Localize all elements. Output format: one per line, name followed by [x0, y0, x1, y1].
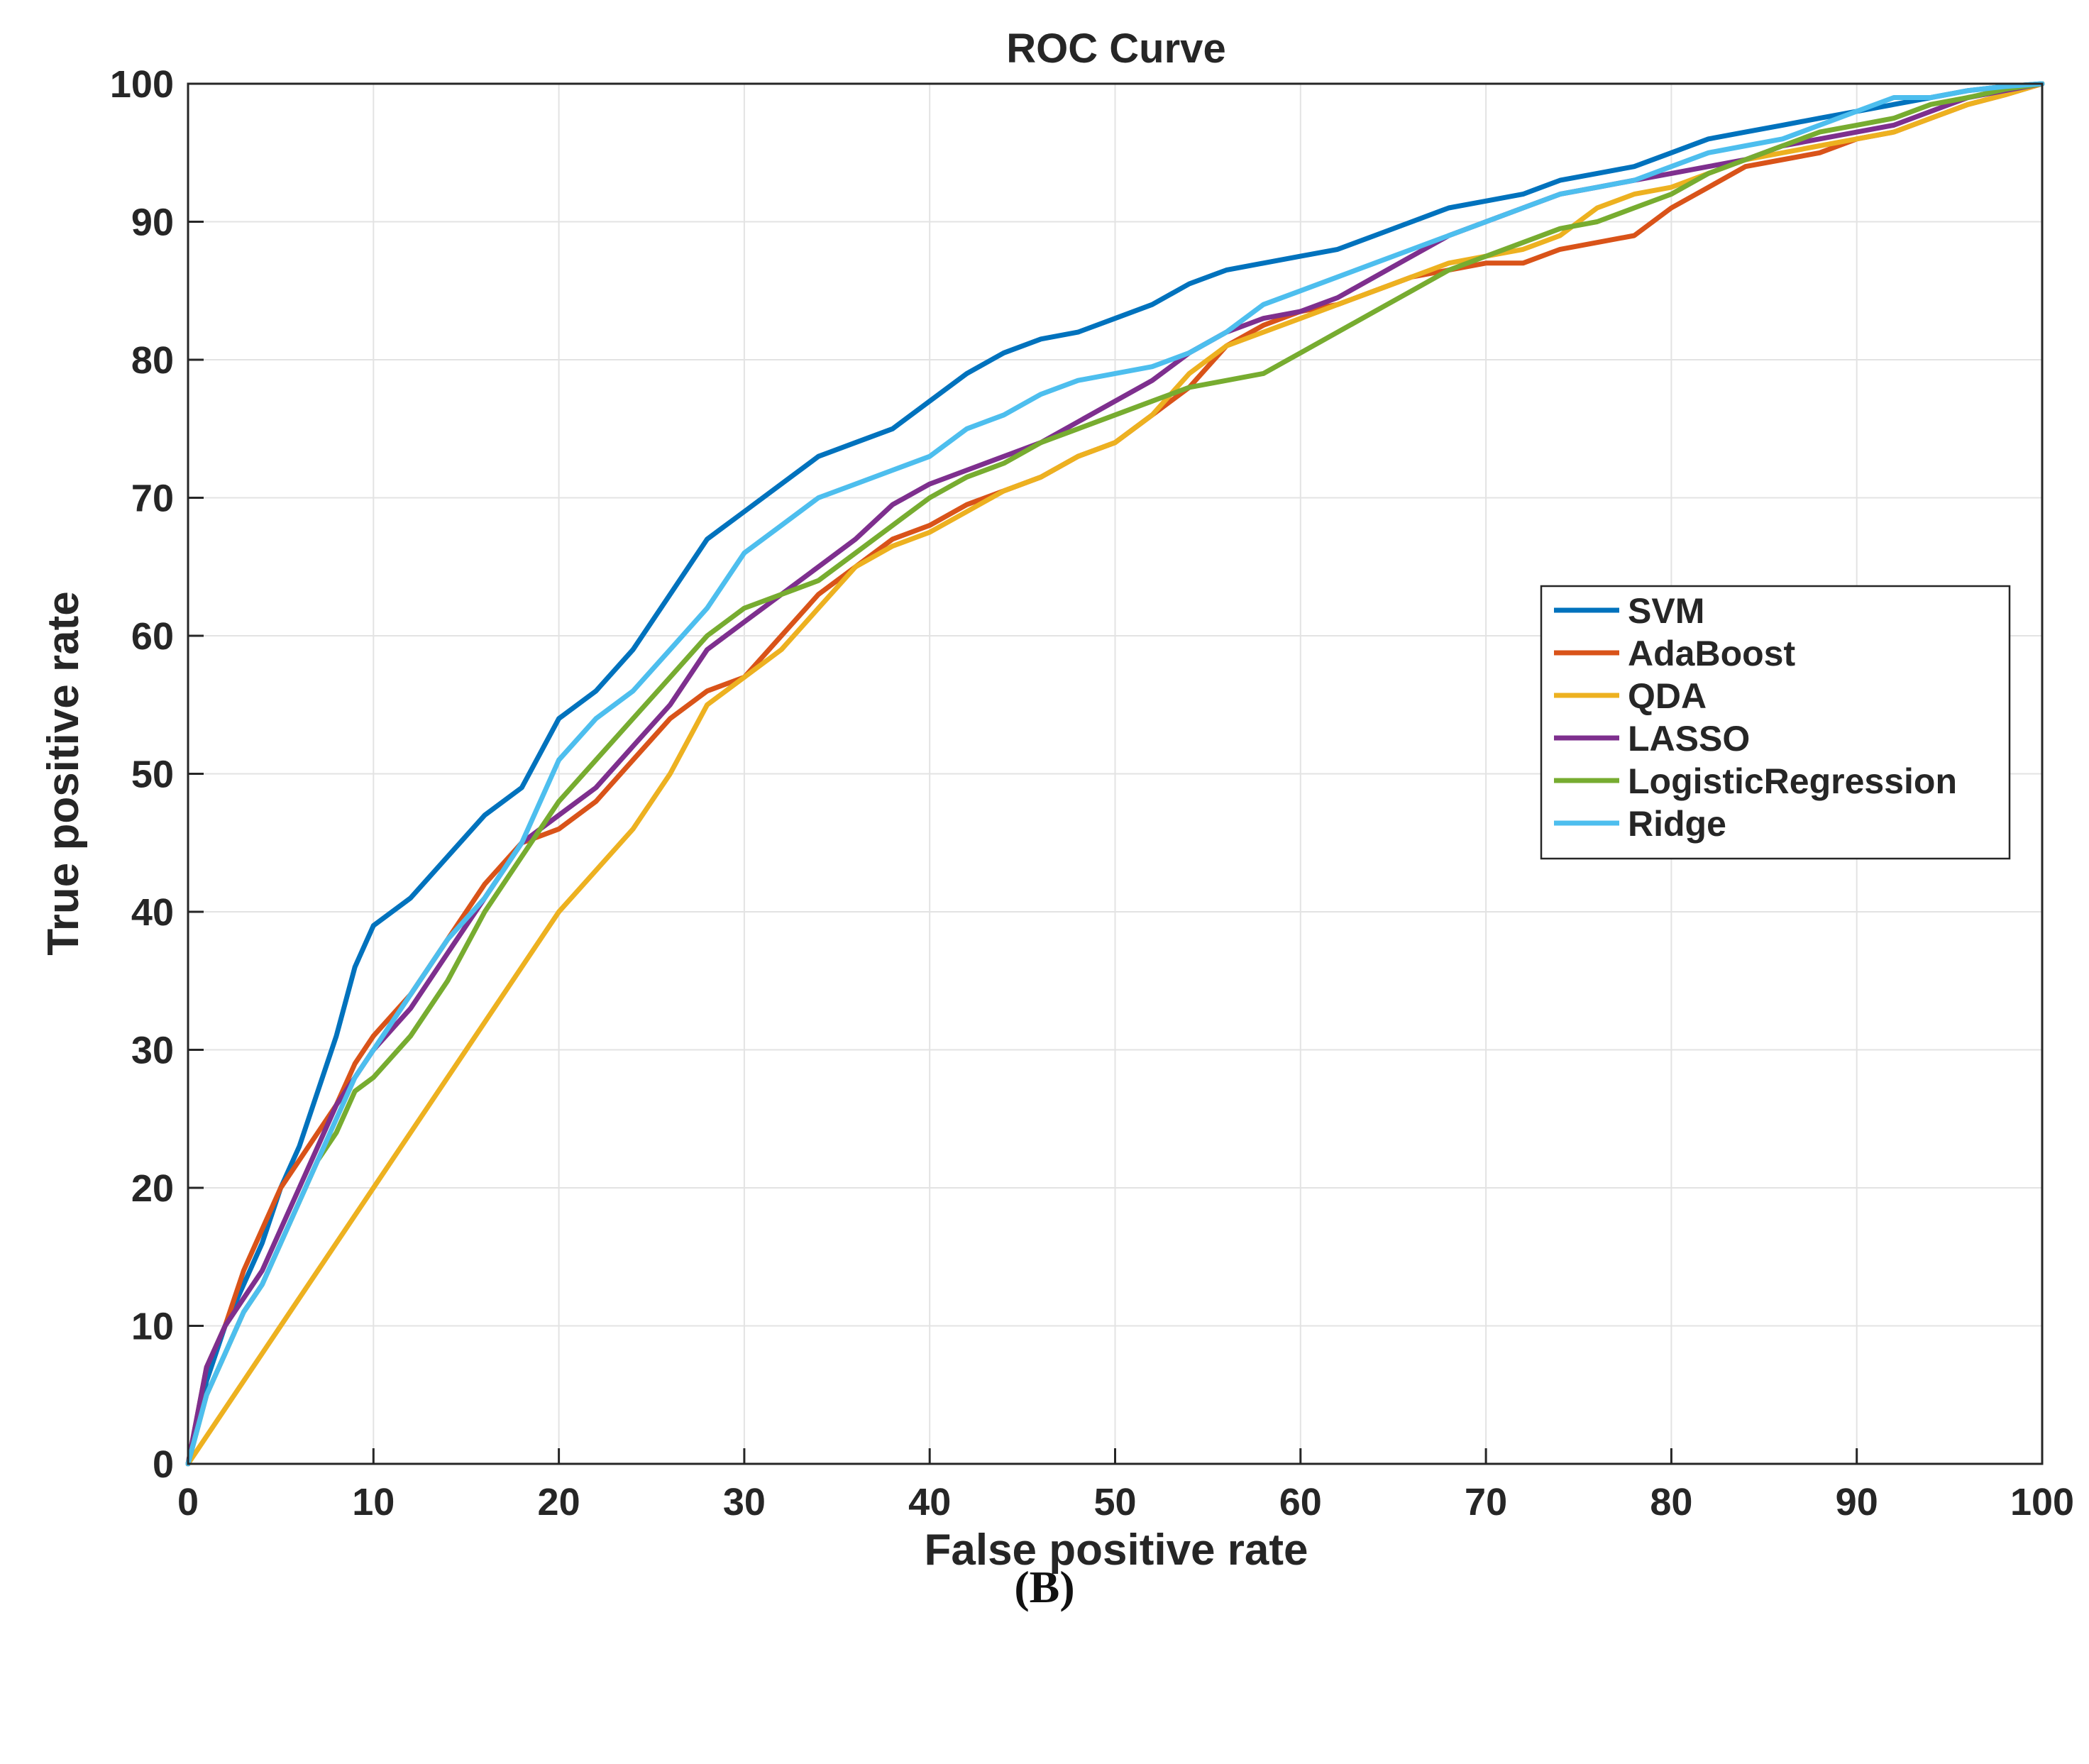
- x-axis-label: False positive rate: [924, 1526, 1308, 1575]
- y-tick-label: 20: [131, 1167, 174, 1210]
- y-tick-label: 100: [110, 63, 174, 106]
- y-tick-label: 0: [153, 1443, 174, 1486]
- legend-label: SVM: [1628, 591, 1704, 631]
- y-axis-label: True positive rate: [39, 591, 88, 955]
- series-line-qda: [185, 81, 2045, 1467]
- x-tick-label: 50: [1093, 1481, 1136, 1523]
- y-tick-label: 70: [131, 478, 174, 520]
- x-tick-label: 10: [352, 1481, 395, 1523]
- y-tick-label: 30: [131, 1030, 174, 1072]
- x-tick-label: 30: [723, 1481, 766, 1523]
- chart-title: ROC Curve: [1006, 26, 1225, 72]
- x-tick-label: 70: [1465, 1481, 1507, 1523]
- series-lines: [185, 81, 2045, 1467]
- x-tick-label: 90: [1836, 1481, 1878, 1523]
- y-tick-label: 80: [131, 339, 174, 382]
- legend-label: Ridge: [1628, 804, 1726, 844]
- series-line-svm: [185, 81, 2045, 1467]
- legend-label: QDA: [1628, 676, 1707, 716]
- legend-label: AdaBoost: [1628, 634, 1795, 673]
- ticks: 0 10 20 30 40 50 60 70 80 90 100 0 10 20 30 40 50 60 70 80 9…: [110, 63, 2074, 1523]
- x-tick-label: 20: [538, 1481, 580, 1523]
- y-tick-label: 40: [131, 891, 174, 934]
- legend: SVMAdaBoostQDALASSOLogisticRegressionRid…: [1540, 585, 2011, 860]
- x-tick-label: 40: [908, 1481, 951, 1523]
- y-tick-label: 10: [131, 1306, 174, 1348]
- series-line-logisticregression: [185, 81, 2045, 1467]
- y-tick-label: 50: [131, 754, 174, 796]
- y-tick-label: 90: [131, 202, 174, 244]
- x-tick-label: 80: [1650, 1481, 1692, 1523]
- series-line-ridge: [185, 81, 2045, 1467]
- y-tick-label: 60: [131, 615, 174, 658]
- legend-label: LASSO: [1628, 719, 1750, 759]
- x-tick-label: 100: [2010, 1481, 2074, 1523]
- x-tick-label: 0: [177, 1481, 199, 1523]
- figure-caption: (B): [1014, 1562, 1075, 1612]
- legend-label: LogisticRegression: [1628, 761, 1957, 801]
- legend-box: [1540, 585, 2011, 860]
- x-tick-label: 60: [1279, 1481, 1322, 1523]
